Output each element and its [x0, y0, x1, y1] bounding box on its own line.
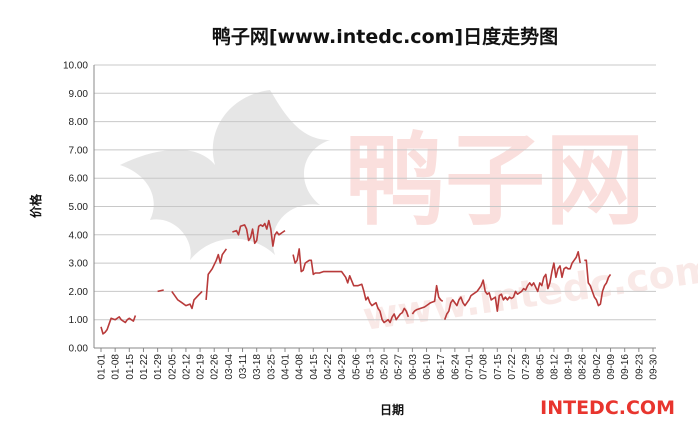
y-tick-2.00: 2.00: [69, 287, 89, 298]
x-tick-09-09: 09-09: [606, 354, 617, 380]
series-segment-8: [584, 259, 612, 307]
x-tick-04-15: 04-15: [309, 354, 320, 380]
watermark: 鸭子网 www.intedc.com: [120, 90, 698, 339]
x-tick-08-05: 08-05: [535, 354, 546, 380]
watermark-faint-url: www.intedc.com: [360, 246, 698, 339]
x-tick-09-16: 09-16: [620, 354, 631, 380]
y-tick-6.00: 6.00: [69, 174, 89, 185]
x-tick-05-13: 05-13: [365, 354, 376, 380]
x-tick-01-22: 01-22: [139, 354, 150, 380]
x-tick-09-30: 09-30: [649, 354, 660, 380]
x-tick-04-08: 04-08: [295, 354, 306, 380]
watermark-brand-chars: 鸭子网: [345, 122, 645, 239]
x-tick-05-27: 05-27: [394, 354, 405, 380]
y-tick-5.00: 5.00: [69, 202, 89, 213]
x-tick-05-06: 05-06: [351, 354, 362, 380]
duck-logo-eye: [249, 121, 267, 139]
series-segment-4: [232, 219, 286, 247]
x-tick-labels: 01-01 01-08 01-15 01-22 01-29 02-05 02-12 02-19…: [97, 348, 660, 380]
x-tick-06-10: 06-10: [422, 354, 433, 380]
x-tick-06-03: 06-03: [408, 354, 419, 380]
duck-logo-watermark: [120, 90, 330, 260]
series-segment-6: [411, 284, 444, 315]
x-tick-08-26: 08-26: [578, 354, 589, 380]
x-tick-01-08: 01-08: [111, 354, 122, 380]
y-tick-labels: 0.00 1.00 2.00 3.00 4.00 5.00 6.00 7.00 8.00 9.00…: [63, 61, 88, 355]
x-tick-02-12: 02-12: [181, 354, 192, 380]
price-series: [100, 219, 612, 335]
series-segment-7: [443, 251, 581, 320]
x-tick-09-02: 09-02: [592, 354, 603, 380]
x-tick-04-29: 04-29: [337, 354, 348, 380]
x-tick-01-01: 01-01: [97, 354, 108, 380]
y-tick-3.00: 3.00: [69, 259, 89, 270]
x-tick-09-23: 09-23: [634, 354, 645, 380]
x-tick-01-15: 01-15: [125, 354, 136, 380]
grid: [93, 64, 656, 349]
x-tick-03-18: 03-18: [252, 354, 263, 380]
x-tick-03-04: 03-04: [224, 354, 235, 380]
x-tick-04-22: 04-22: [323, 354, 334, 380]
x-tick-07-15: 07-15: [493, 354, 504, 380]
series-segment-3: [205, 248, 228, 300]
x-tick-02-19: 02-19: [196, 354, 207, 380]
x-tick-02-05: 02-05: [167, 354, 178, 380]
chart-title: 鸭子网[www.intedc.com]日度走势图: [212, 25, 558, 48]
x-tick-02-26: 02-26: [210, 354, 221, 380]
y-tick-4.00: 4.00: [69, 230, 89, 241]
y-tick-8.00: 8.00: [69, 117, 89, 128]
y-tick-9.00: 9.00: [69, 89, 89, 100]
x-tick-07-08: 07-08: [479, 354, 490, 380]
x-tick-07-22: 07-22: [507, 354, 518, 380]
y-tick-7.00: 7.00: [69, 145, 89, 156]
series-segment-1: [157, 289, 164, 293]
x-tick-08-19: 08-19: [564, 354, 575, 380]
y-tick-1.00: 1.00: [69, 315, 89, 326]
x-tick-08-12: 08-12: [549, 354, 560, 380]
x-tick-07-29: 07-29: [521, 354, 532, 380]
series-segment-5: [292, 248, 410, 324]
y-tick-0.00: 0.00: [69, 344, 89, 355]
duck-logo-swirl: [120, 90, 330, 260]
x-axis-label: 日期: [380, 402, 404, 417]
x-tick-01-29: 01-29: [153, 354, 164, 380]
y-tick-10.00: 10.00: [63, 61, 88, 72]
x-tick-06-17: 06-17: [436, 354, 447, 380]
x-tick-03-11: 03-11: [238, 354, 249, 379]
brand-logo: INTEDC.COM: [540, 397, 675, 419]
x-tick-05-20: 05-20: [380, 354, 391, 380]
y-axis-label: 价格: [28, 193, 43, 218]
x-tick-03-25: 03-25: [266, 354, 277, 380]
x-tick-07-01: 07-01: [465, 354, 476, 380]
series-segment-2: [171, 290, 203, 310]
x-tick-06-24: 06-24: [450, 354, 461, 380]
series-segment-0: [100, 315, 137, 335]
x-tick-04-01: 04-01: [281, 354, 292, 380]
